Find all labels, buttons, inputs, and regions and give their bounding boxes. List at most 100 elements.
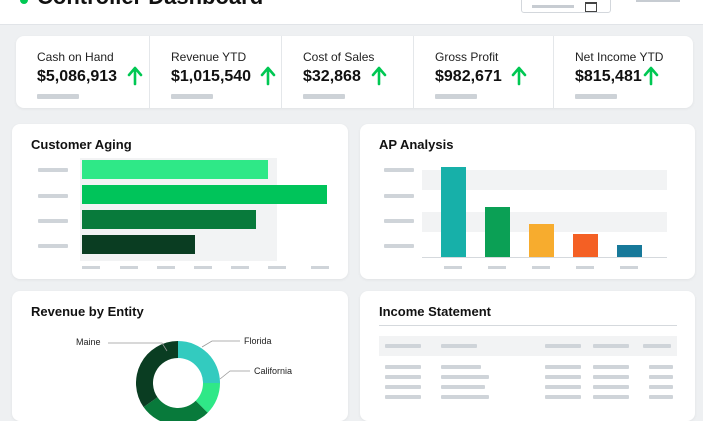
x-axis-tick-placeholder: [576, 266, 594, 269]
arrow-up-icon: [511, 66, 527, 86]
ap-bar[interactable]: [485, 207, 510, 257]
ap-analysis-title: AP Analysis: [379, 137, 454, 152]
kpi-gross-profit[interactable]: Gross Profit $982,671: [413, 36, 554, 108]
revenue-by-entity-card: Revenue by Entity Maine Florida Californ…: [12, 291, 348, 421]
y-axis-label-placeholder: [38, 194, 68, 198]
kpi-value: $982,671: [435, 68, 502, 85]
chart-grid-band: [422, 170, 667, 190]
aging-bar[interactable]: [82, 160, 268, 179]
kpi-revenue-ytd[interactable]: Revenue YTD $1,015,540: [149, 36, 282, 108]
cell-placeholder: [441, 385, 485, 389]
ap-analysis-card: AP Analysis: [360, 124, 695, 279]
kpi-value: $5,086,913: [37, 68, 118, 85]
kpi-label: Cost of Sales: [303, 50, 375, 64]
kpi-subtext-placeholder: [435, 94, 477, 99]
kpi-subtext-placeholder: [303, 94, 345, 99]
arrow-up-icon: [643, 66, 659, 86]
x-axis-tick-placeholder: [488, 266, 506, 269]
kpi-subtext-placeholder: [171, 94, 213, 99]
legend-label-california: California: [254, 366, 293, 376]
date-range-placeholder: [532, 5, 574, 8]
kpi-label: Revenue YTD: [171, 50, 247, 64]
title-divider: [379, 325, 677, 326]
column-header-placeholder: [593, 344, 629, 348]
cell-placeholder: [385, 375, 421, 379]
cell-placeholder: [545, 395, 581, 399]
y-axis-label-placeholder: [384, 244, 414, 248]
cell-placeholder: [545, 365, 581, 369]
revenue-by-entity-title: Revenue by Entity: [31, 304, 144, 319]
calendar-icon: [585, 2, 597, 12]
cell-placeholder: [385, 365, 421, 369]
ap-bar[interactable]: [573, 234, 598, 257]
aging-bar[interactable]: [82, 210, 256, 229]
ap-bar[interactable]: [617, 245, 642, 257]
legend-label-maine: Maine: [76, 337, 101, 347]
ap-bar[interactable]: [529, 224, 554, 257]
aging-bar[interactable]: [82, 235, 195, 254]
top-header: Controller Dashboard: [0, 0, 703, 25]
aging-bar[interactable]: [82, 185, 327, 204]
x-axis-tick-placeholder: [157, 266, 175, 269]
kpi-value: $1,015,540: [171, 68, 252, 85]
income-statement-card: Income Statement: [360, 291, 695, 421]
x-axis-tick-placeholder: [532, 266, 550, 269]
revenue-donut-chart: [108, 340, 250, 421]
kpi-net-income-ytd[interactable]: Net Income YTD $815,481: [553, 36, 693, 108]
legend-label-florida: Florida: [244, 336, 272, 346]
kpi-value: $32,868: [303, 68, 361, 85]
status-dot-icon: [20, 0, 28, 4]
y-axis-label-placeholder: [38, 219, 68, 223]
cell-placeholder: [385, 395, 421, 399]
y-axis-label-placeholder: [384, 194, 414, 198]
x-axis-tick-placeholder: [194, 266, 212, 269]
x-axis-tick-placeholder: [231, 266, 249, 269]
kpi-cost-of-sales[interactable]: Cost of Sales $32,868: [281, 36, 414, 108]
cell-placeholder: [649, 375, 673, 379]
donut-slice-maine[interactable]: [135, 341, 178, 408]
cell-placeholder: [385, 385, 421, 389]
x-axis-line: [422, 257, 667, 258]
ap-bar[interactable]: [441, 167, 466, 257]
x-axis-tick-placeholder: [620, 266, 638, 269]
column-header-placeholder: [441, 344, 477, 348]
cell-placeholder: [545, 385, 581, 389]
table-row[interactable]: [379, 371, 677, 387]
cell-placeholder: [441, 395, 489, 399]
cell-placeholder: [441, 375, 489, 379]
customer-aging-card: Customer Aging: [12, 124, 348, 279]
y-axis-label-placeholder: [384, 168, 414, 172]
table-row[interactable]: [379, 361, 677, 377]
header-menu-line[interactable]: [636, 0, 680, 2]
donut-slice-florida[interactable]: [178, 341, 220, 383]
cell-placeholder: [441, 365, 481, 369]
column-header-placeholder: [385, 344, 421, 348]
y-axis-label-placeholder: [384, 219, 414, 223]
arrow-up-icon: [371, 66, 387, 86]
kpi-cash-on-hand[interactable]: Cash on Hand $5,086,913: [16, 36, 149, 108]
column-header-placeholder: [545, 344, 581, 348]
chart-grid-band: [422, 212, 667, 232]
page-title: Controller Dashboard: [37, 0, 263, 10]
florida-leader-line: [201, 340, 240, 348]
california-leader-line: [219, 370, 250, 380]
x-axis-tick-placeholder: [268, 266, 286, 269]
cell-placeholder: [593, 375, 629, 379]
income-statement-title: Income Statement: [379, 304, 491, 319]
x-axis-tick-placeholder: [82, 266, 100, 269]
cell-placeholder: [593, 385, 629, 389]
kpi-value: $815,481: [575, 68, 642, 85]
column-header-placeholder: [643, 344, 671, 348]
kpi-label: Net Income YTD: [575, 50, 664, 64]
y-axis-label-placeholder: [38, 244, 68, 248]
cell-placeholder: [649, 395, 673, 399]
table-row[interactable]: [379, 391, 677, 407]
y-axis-label-placeholder: [38, 168, 68, 172]
date-range-picker[interactable]: [521, 0, 611, 13]
cell-placeholder: [649, 385, 673, 389]
x-axis-tick-placeholder: [311, 266, 329, 269]
table-row[interactable]: [379, 381, 677, 397]
donut-slice-california[interactable]: [195, 383, 220, 413]
kpi-label: Cash on Hand: [37, 50, 114, 64]
x-axis-tick-placeholder: [444, 266, 462, 269]
